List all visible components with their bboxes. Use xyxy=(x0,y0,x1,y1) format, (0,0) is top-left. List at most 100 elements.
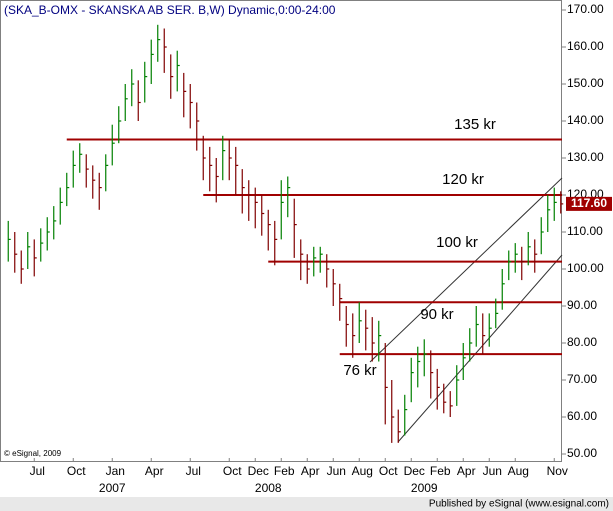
price-bar xyxy=(397,409,401,443)
price-bar xyxy=(261,195,265,236)
price-bar xyxy=(163,28,167,73)
price-bar xyxy=(521,246,525,281)
price-bar xyxy=(118,106,122,144)
price-bar xyxy=(85,154,89,188)
y-tick-label: 110.00 xyxy=(567,224,603,238)
price-bar xyxy=(410,357,414,403)
x-tick-label: Oct xyxy=(67,464,86,478)
price-bar xyxy=(209,146,213,192)
price-bar xyxy=(508,250,512,281)
price-bar xyxy=(235,146,239,195)
price-bar xyxy=(111,124,115,166)
price-bar xyxy=(20,250,24,284)
y-tick-label: 60.00 xyxy=(567,409,597,423)
price-bar xyxy=(300,239,304,281)
price-bar xyxy=(358,302,362,343)
price-bar xyxy=(59,187,63,225)
price-bar xyxy=(27,232,31,269)
level-label: 100 kr xyxy=(436,234,478,251)
channel-upper xyxy=(369,177,563,363)
price-bar xyxy=(553,187,557,221)
price-bar xyxy=(92,165,96,199)
level-label: 135 kr xyxy=(454,116,496,133)
x-tick-label: Jun xyxy=(483,464,502,478)
channel-lower xyxy=(397,254,563,443)
price-bar xyxy=(46,217,50,251)
price-bar xyxy=(345,306,349,347)
y-tick-label: 150.00 xyxy=(567,76,604,90)
price-bar xyxy=(488,313,492,347)
x-tick-label: Oct xyxy=(223,464,242,478)
price-bar xyxy=(170,54,174,99)
price-bar xyxy=(66,172,70,207)
price-bar xyxy=(293,198,297,258)
price-bar xyxy=(547,195,551,232)
price-bar xyxy=(157,24,161,62)
price-bar xyxy=(196,102,200,151)
price-bar xyxy=(248,180,252,221)
price-bar xyxy=(33,239,37,277)
level-label: 76 kr xyxy=(343,362,376,379)
x-tick-label: Jul xyxy=(186,464,201,478)
x-tick-label: Jan xyxy=(106,464,125,478)
price-bar xyxy=(339,283,343,321)
x-tick-label: Dec xyxy=(248,464,269,478)
x-tick-label: Apr xyxy=(301,464,320,478)
price-bar xyxy=(222,135,226,181)
year-label: 2009 xyxy=(411,481,438,495)
price-bar xyxy=(280,180,284,240)
price-bar xyxy=(436,368,440,410)
footer: Published by eSignal (www.esignal.com) xyxy=(429,499,609,510)
x-tick-label: Nov xyxy=(547,464,568,478)
x-tick-label: Jun xyxy=(327,464,346,478)
y-tick-label: 160.00 xyxy=(567,39,604,53)
y-tick-label: 80.00 xyxy=(567,335,597,349)
price-bar xyxy=(228,139,232,181)
footer-bar xyxy=(0,497,613,511)
y-tick-label: 140.00 xyxy=(567,113,604,127)
price-bar xyxy=(306,254,310,284)
price-bar xyxy=(241,169,245,214)
x-tick-label: Jul xyxy=(30,464,45,478)
price-bar xyxy=(371,317,375,362)
price-bar xyxy=(313,246,317,277)
price-bar xyxy=(137,80,141,121)
y-tick-label: 130.00 xyxy=(567,150,604,164)
price-bar xyxy=(189,84,193,129)
price-bar xyxy=(540,217,544,255)
chart-title: (SKA_B-OMX - SKANSKA AB SER. B,W) Dynami… xyxy=(4,3,336,17)
price-bar xyxy=(72,150,76,188)
price-bar xyxy=(7,220,11,262)
price-bar xyxy=(215,158,219,203)
price-bar xyxy=(176,50,180,92)
x-tick-label: Dec xyxy=(404,464,425,478)
price-bar xyxy=(267,209,271,251)
price-bar xyxy=(456,365,460,406)
year-label: 2007 xyxy=(99,481,126,495)
price-bar xyxy=(475,306,479,347)
price-bar xyxy=(98,172,102,210)
x-tick-label: Apr xyxy=(145,464,164,478)
price-bar xyxy=(404,394,408,436)
price-bar xyxy=(391,380,395,443)
price-bar xyxy=(430,350,434,399)
last-price-box xyxy=(566,196,612,211)
price-bar xyxy=(449,391,453,417)
price-bar xyxy=(274,220,278,266)
price-bar xyxy=(105,154,109,192)
price-bar xyxy=(144,61,148,103)
price-bar xyxy=(40,228,44,262)
price-bar xyxy=(326,254,330,288)
price-bar xyxy=(423,339,427,377)
price-bar xyxy=(365,309,369,351)
price-bar xyxy=(79,143,83,173)
price-bar xyxy=(378,320,382,362)
price-bar xyxy=(150,39,154,84)
y-tick-label: 100.00 xyxy=(567,261,604,275)
price-bar xyxy=(254,187,258,229)
y-tick-label: 90.00 xyxy=(567,298,597,312)
x-tick-label: Apr xyxy=(457,464,476,478)
price-bar xyxy=(319,246,323,273)
price-bar xyxy=(462,343,466,380)
y-tick-label: 170.00 xyxy=(567,2,604,16)
